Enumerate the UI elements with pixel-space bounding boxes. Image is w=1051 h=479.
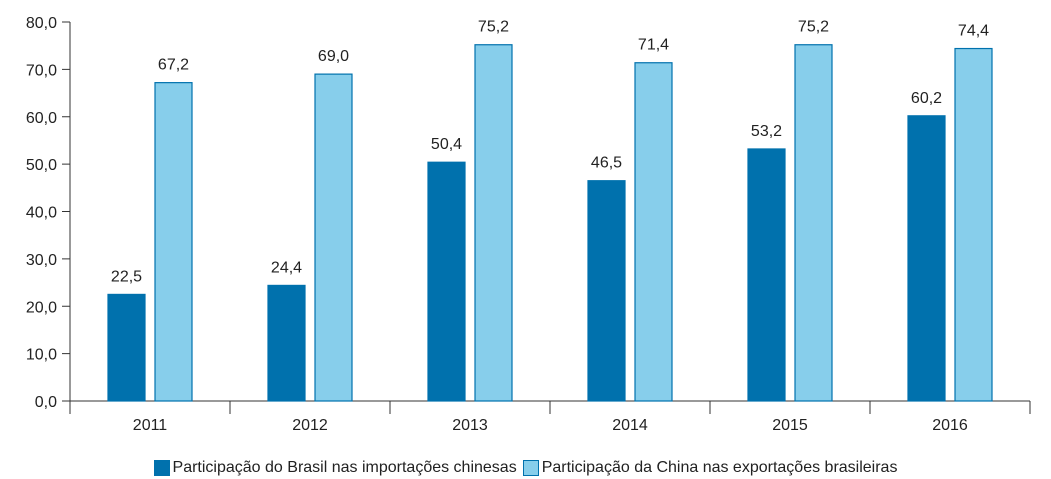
legend-swatch-brasil (153, 460, 170, 476)
y-tick-label: 0,0 (35, 394, 57, 411)
y-tick-label: 30,0 (26, 252, 57, 269)
y-tick-label: 40,0 (26, 205, 57, 222)
bar-series-0 (267, 284, 306, 402)
data-label: 22,5 (111, 268, 142, 285)
bar-series-1 (794, 44, 833, 402)
data-label: 60,2 (911, 90, 942, 107)
x-tick-label: 2015 (772, 417, 808, 434)
bar-series-1 (314, 73, 353, 402)
legend: Participação do Brasil nas importações c… (0, 458, 1051, 478)
data-label: 67,2 (158, 57, 189, 74)
bar-series-0 (907, 115, 946, 402)
y-tick-label: 20,0 (26, 299, 57, 316)
bar-series-1 (154, 82, 193, 402)
y-tick-label: 70,0 (26, 62, 57, 79)
y-tick-label: 80,0 (26, 15, 57, 32)
bars (107, 44, 993, 402)
x-tick-label: 2012 (292, 417, 328, 434)
data-label: 50,4 (431, 136, 462, 153)
legend-label-brasil: Participação do Brasil nas importações c… (172, 459, 517, 476)
bar-series-1 (474, 44, 513, 402)
bar-series-1 (954, 47, 993, 402)
y-tick-label: 10,0 (26, 347, 57, 364)
legend-label-china: Participação da China nas exportações br… (541, 459, 898, 476)
data-label: 46,5 (591, 155, 622, 172)
x-tick-label: 2014 (612, 417, 648, 434)
x-tick-label: 2016 (932, 417, 968, 434)
x-tick-label: 2011 (133, 417, 168, 434)
legend-item-china: Participação da China nas exportações br… (522, 459, 898, 477)
data-label: 74,4 (958, 23, 989, 40)
bar-labels: 22,5 24,4 50,4 46,5 53,2 60,2 67,2 69,0 75,2 71,4… (111, 19, 989, 286)
bar-series-0 (587, 180, 626, 402)
data-label: 69,0 (318, 48, 349, 65)
bar-series-0 (747, 148, 786, 402)
legend-item-brasil: Participação do Brasil nas importações c… (153, 459, 517, 477)
y-tick-label: 50,0 (26, 157, 57, 174)
data-label: 71,4 (638, 37, 669, 54)
data-label: 75,2 (478, 19, 509, 36)
x-axis: 2011 2012 2013 2014 2015 2016 (69, 400, 1031, 434)
data-label: 75,2 (798, 19, 829, 36)
bar-chart: 0,0 10,0 20,0 30,0 40,0 50,0 60,0 70,0 80,0 2011… (26, 15, 1031, 434)
bar-series-1 (634, 62, 673, 402)
bar-series-0 (107, 293, 146, 402)
bar-series-0 (427, 161, 466, 402)
data-label: 53,2 (751, 123, 782, 140)
data-label: 24,4 (271, 259, 302, 276)
legend-swatch-china (522, 460, 539, 476)
y-axis: 0,0 10,0 20,0 30,0 40,0 50,0 60,0 70,0 80,0 (26, 15, 71, 411)
y-tick-label: 60,0 (26, 110, 57, 127)
x-tick-label: 2013 (452, 417, 488, 434)
